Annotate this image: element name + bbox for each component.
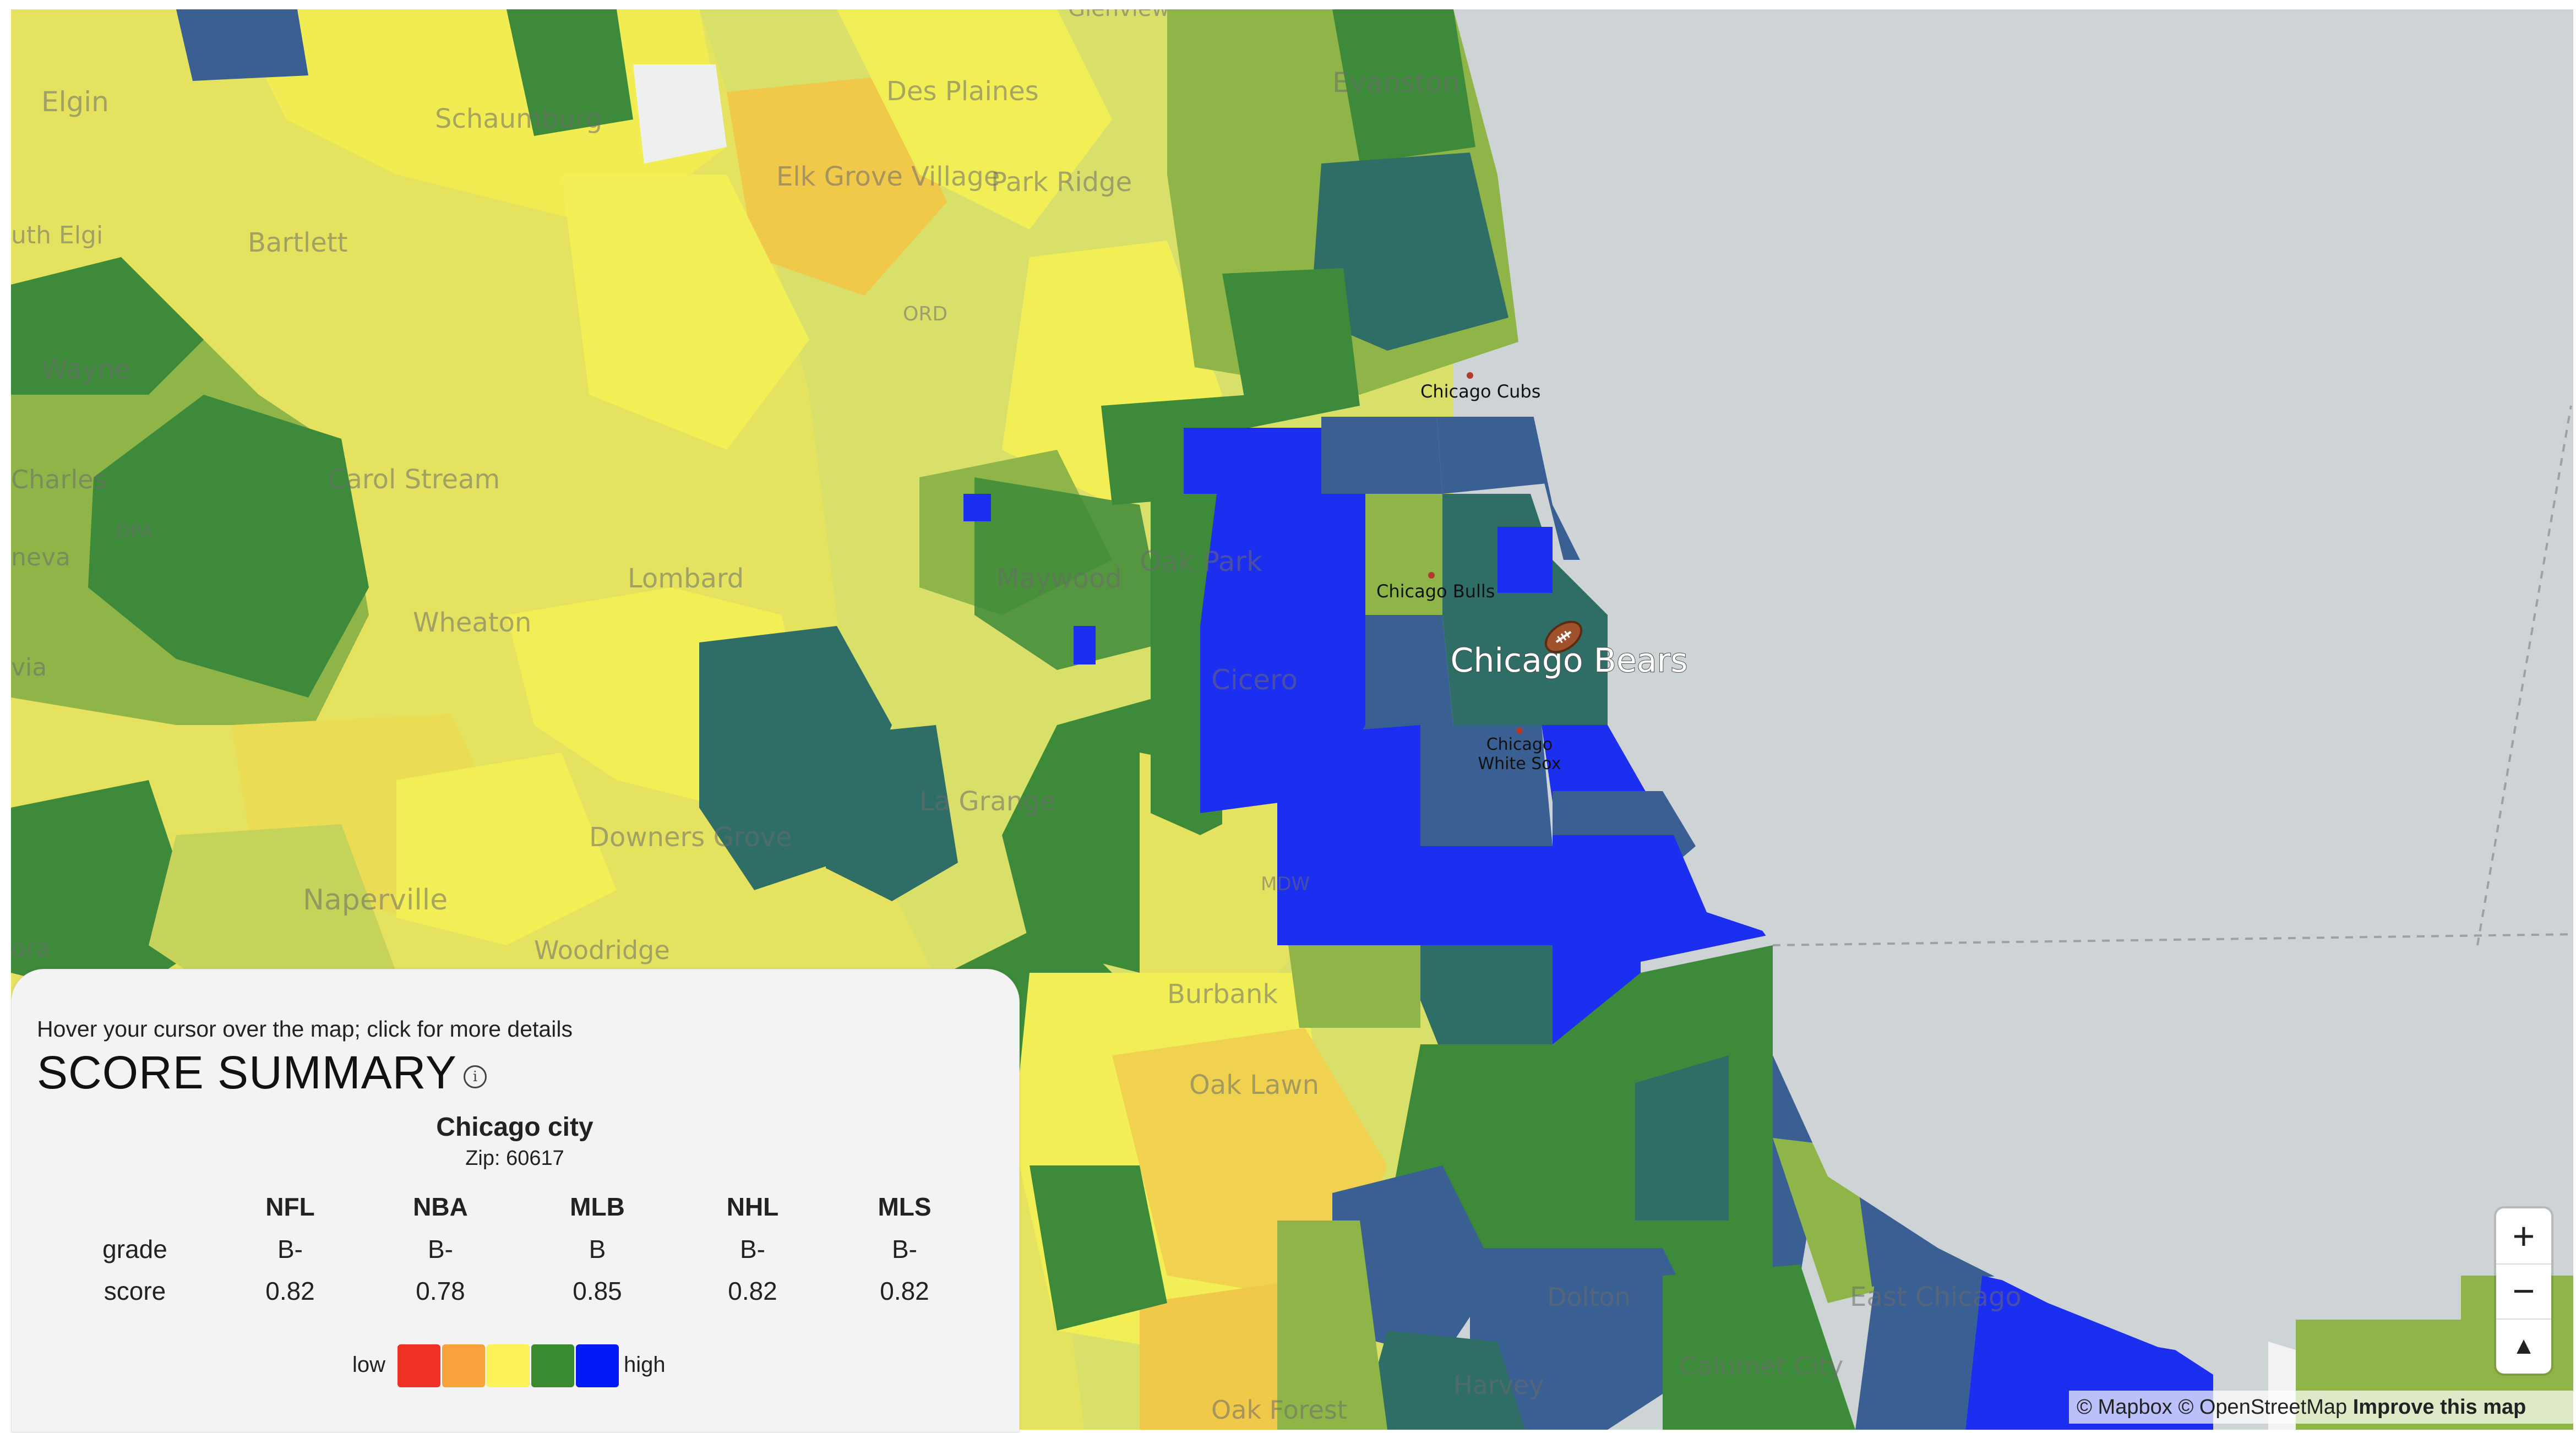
league-header-mlb: MLB: [570, 1192, 625, 1221]
place-label: Naperville: [303, 884, 448, 917]
place-label: ora: [11, 934, 51, 962]
score-nfl: 0.82: [265, 1277, 315, 1305]
score-nhl: 0.82: [728, 1277, 777, 1305]
place-label: uth Elgi: [11, 221, 103, 249]
place-label: Downers Grove: [589, 822, 792, 853]
zoom-in-button[interactable]: +: [2512, 1214, 2535, 1257]
place-label: ORD: [903, 303, 947, 325]
grade-mlb: B: [589, 1235, 606, 1263]
legend-swatch: [531, 1344, 574, 1387]
legend-swatch: [397, 1344, 440, 1387]
place-label: Burbank: [1167, 979, 1278, 1010]
place-label: Schaumburg: [435, 103, 602, 134]
grade-mls: B-: [892, 1235, 917, 1263]
place-label: Calumet City: [1679, 1351, 1843, 1381]
place-label: Carol Stream: [328, 464, 500, 495]
zoom-divider: [2496, 1318, 2551, 1320]
place-label: Harvey: [1453, 1370, 1544, 1400]
place-label: Park Ridge: [991, 167, 1132, 198]
team-label-sox[interactable]: White Sox: [1478, 754, 1561, 773]
zoom-control: + − ▲: [2496, 1208, 2551, 1374]
score-mls: 0.82: [880, 1277, 929, 1305]
place-label: Oak Forest: [1211, 1395, 1347, 1425]
legend-swatch: [442, 1344, 485, 1387]
place-label: Glenview: [1068, 9, 1169, 21]
legend-high-label: high: [624, 1353, 666, 1377]
place-label: Woodridge: [534, 935, 670, 965]
place-label: Maywood: [996, 563, 1122, 594]
place-label: Dolton: [1547, 1282, 1631, 1312]
improve-map-link[interactable]: Improve this map: [2352, 1396, 2526, 1419]
team-label-sox[interactable]: Chicago: [1486, 735, 1553, 754]
place-label: Lombard: [628, 563, 744, 594]
choropleth-map[interactable]: Elgin Schaumburg Des Plaines Evanston El…: [11, 9, 2573, 1430]
score-mlb: 0.85: [573, 1277, 622, 1305]
place-label: La Grange: [919, 786, 1056, 817]
selected-place-name: Chicago city: [436, 1113, 593, 1142]
place-label: DPA: [116, 521, 153, 543]
row-label-grade: grade: [102, 1235, 167, 1263]
grade-nhl: B-: [740, 1235, 765, 1263]
grade-nfl: B-: [277, 1235, 303, 1263]
league-header-nba: NBA: [413, 1192, 468, 1221]
place-label: via: [11, 653, 47, 682]
place-label: Elgin: [41, 86, 109, 118]
team-label-bears[interactable]: Chicago Bears: [1450, 641, 1689, 680]
selected-zip: Zip: 60617: [465, 1147, 564, 1170]
mapbox-attribution-link[interactable]: © Mapbox: [2077, 1396, 2172, 1419]
football-icon[interactable]: [1540, 615, 1587, 658]
place-label: Oak Lawn: [1189, 1070, 1319, 1100]
place-label: Oak Park: [1140, 546, 1262, 577]
legend-swatch: [576, 1344, 619, 1387]
team-label-cubs[interactable]: Chicago Cubs: [1420, 381, 1540, 402]
team-marker-dot[interactable]: [1428, 572, 1435, 579]
zoom-divider: [2496, 1263, 2551, 1265]
osm-attribution-link[interactable]: © OpenStreetMap: [2178, 1396, 2348, 1419]
place-label: Charles: [11, 465, 106, 494]
hover-hint: Hover your cursor over the map; click fo…: [37, 1016, 573, 1042]
panel-title: SCORE SUMMARY: [37, 1047, 457, 1098]
compass-button[interactable]: ▲: [2512, 1332, 2536, 1359]
map-canvas[interactable]: Elgin Schaumburg Des Plaines Evanston El…: [11, 9, 2573, 1430]
team-marker-dot[interactable]: [1467, 372, 1473, 379]
place-label: East Chicago: [1850, 1282, 2022, 1312]
league-header-nfl: NFL: [265, 1192, 315, 1221]
grade-nba: B-: [428, 1235, 453, 1263]
team-marker-dot[interactable]: [1516, 727, 1523, 734]
legend-swatch: [487, 1344, 530, 1387]
place-label: neva: [11, 543, 70, 571]
team-label-bulls[interactable]: Chicago Bulls: [1376, 581, 1495, 602]
league-header-nhl: NHL: [726, 1192, 779, 1221]
place-label: Cicero: [1211, 664, 1298, 696]
place-label: Wayne: [41, 354, 130, 385]
place-label: Bartlett: [248, 227, 347, 258]
zoom-out-button[interactable]: −: [2512, 1269, 2535, 1312]
map-attribution: © Mapbox © OpenStreetMap Improve this ma…: [2069, 1391, 2573, 1424]
place-label: Elk Grove Village: [776, 161, 1000, 192]
place-label: Evanston: [1332, 67, 1459, 99]
legend-low-label: low: [352, 1353, 386, 1377]
league-header-mls: MLS: [878, 1192, 932, 1221]
row-label-score: score: [104, 1277, 166, 1305]
score-nba: 0.78: [416, 1277, 465, 1305]
info-icon[interactable]: i: [464, 1065, 487, 1088]
place-label: MDW: [1261, 873, 1310, 895]
place-label: Wheaton: [413, 607, 531, 638]
place-label: Des Plaines: [886, 76, 1039, 107]
